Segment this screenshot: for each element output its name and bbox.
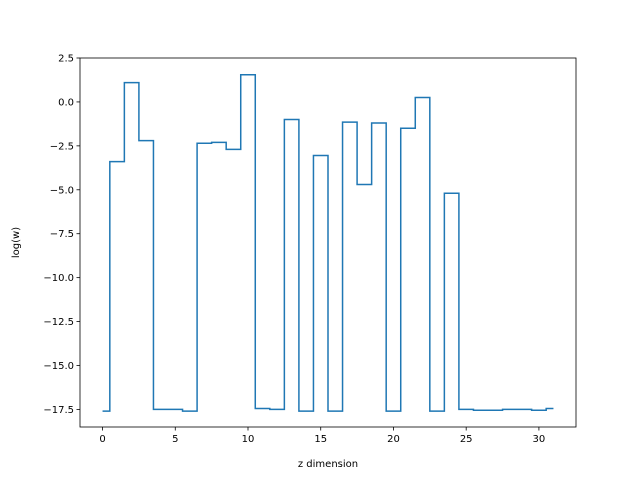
y-tick-label: −10.0 [43, 273, 74, 284]
plot-frame [79, 57, 577, 428]
x-tick-label: 20 [387, 434, 400, 445]
y-axis: 2.5 0.0 −2.5 −5.0 −7.5 −10.0 −12.5 −15.0 −17.5 [43, 54, 80, 416]
x-axis: 0 5 10 15 20 25 30 [99, 427, 545, 445]
x-tick-label: 5 [172, 434, 178, 445]
y-tick-label: −12.5 [43, 317, 74, 328]
y-tick-label: 2.5 [58, 54, 74, 65]
y-tick-label: −2.5 [50, 141, 74, 152]
x-tick-label: 30 [533, 434, 546, 445]
x-axis-label: z dimension [298, 459, 358, 470]
y-tick-label: −15.0 [43, 361, 74, 372]
plot-area [102, 73, 554, 412]
x-tick-label: 10 [242, 434, 255, 445]
y-tick-label: −5.0 [50, 185, 74, 196]
x-tick-label: 15 [314, 434, 327, 445]
x-tick-label: 25 [460, 434, 473, 445]
y-axis-label: log(w) [11, 227, 22, 258]
y-tick-label: −7.5 [50, 229, 74, 240]
x-tick-label: 0 [99, 434, 105, 445]
series-line [102, 73, 554, 412]
y-tick-label: −17.5 [43, 405, 74, 416]
y-tick-label: 0.0 [58, 97, 74, 108]
